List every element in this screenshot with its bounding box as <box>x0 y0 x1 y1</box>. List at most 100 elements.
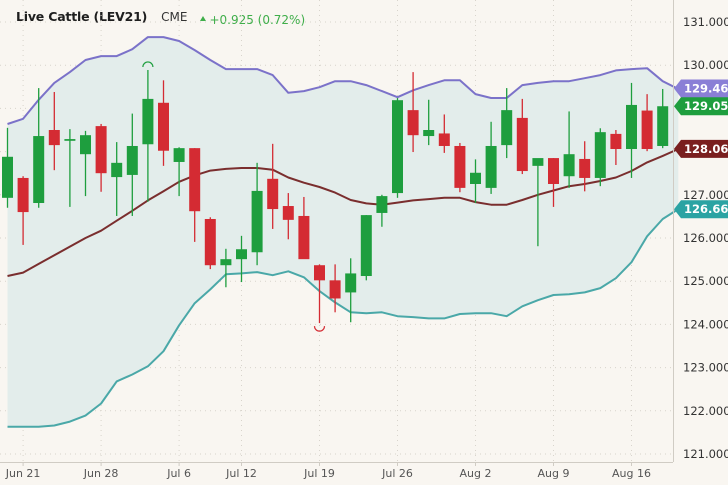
candle-body <box>111 162 123 178</box>
price-change: +0.925 (0.72%) <box>200 13 305 27</box>
x-tick-label: Aug 16 <box>612 467 651 480</box>
price-tag-bg <box>674 97 728 116</box>
candle-body <box>251 190 263 253</box>
candle <box>423 99 435 146</box>
candle-body <box>189 148 201 212</box>
candle <box>610 130 622 165</box>
y-tick-label: 125.000 <box>683 274 728 288</box>
candle <box>189 148 201 242</box>
candle <box>220 248 232 288</box>
candle <box>314 264 325 324</box>
x-tick-label: Jul 26 <box>381 467 413 480</box>
candle-body <box>220 259 232 266</box>
x-axis: Jun 21 Jun 28 Jul 6 Jul 12 Jul 19 Jul 26 Aug 2… <box>0 462 673 480</box>
candle <box>579 141 591 192</box>
candle <box>376 194 388 227</box>
candle-body <box>314 265 325 281</box>
y-tick-label: 131.000 <box>683 15 728 29</box>
y-tick-label: 127.000 <box>683 188 728 202</box>
candle <box>501 88 513 159</box>
candle <box>298 196 310 260</box>
candle <box>17 176 29 245</box>
candle <box>516 98 528 175</box>
candle-body <box>126 145 138 175</box>
high-marker-icon <box>142 61 154 68</box>
candle-body <box>64 139 76 141</box>
y-tick-label: 126.000 <box>683 231 728 245</box>
candle <box>267 143 279 229</box>
price-tag: 129.462 <box>674 79 728 98</box>
band-area <box>7 37 679 427</box>
price-tag-bg <box>674 139 728 158</box>
candle-body <box>610 133 622 150</box>
candle-body <box>485 145 497 188</box>
candle <box>485 121 497 194</box>
candle-body <box>158 102 169 151</box>
price-tag: 126.666 <box>674 200 728 219</box>
candle <box>142 69 154 202</box>
candle-body <box>579 158 591 178</box>
candle <box>80 130 91 197</box>
price-tag: 128.064 <box>674 139 728 158</box>
price-tags: 129.462 129.050 128.064 126.666 <box>674 79 728 219</box>
x-tick-label: Aug 2 <box>460 467 492 480</box>
candle <box>2 127 13 208</box>
y-tick-label: 130.000 <box>683 58 728 72</box>
price-tag-label: 128.064 <box>684 142 728 156</box>
price-tag-bg <box>674 200 728 219</box>
candle <box>95 123 107 192</box>
candle-body <box>95 126 107 174</box>
x-tick-label: Jul 19 <box>303 467 335 480</box>
candle <box>329 264 341 313</box>
candle <box>282 193 294 240</box>
candle <box>173 147 185 197</box>
candle-body <box>329 280 341 299</box>
lower-band-line <box>7 208 679 428</box>
x-tick-label: Jul 12 <box>225 467 257 480</box>
price-tag-bg <box>674 79 728 98</box>
candle-body <box>80 135 91 155</box>
candle <box>470 159 481 204</box>
candles <box>2 69 669 324</box>
candle <box>641 94 653 152</box>
upper-band-line <box>7 36 679 125</box>
price-tag-label: 129.462 <box>684 81 728 95</box>
candle <box>158 80 169 166</box>
candle-body <box>345 273 357 293</box>
candle-body <box>267 178 279 210</box>
candle-body <box>407 110 419 136</box>
candle <box>204 217 216 270</box>
y-axis: 131.000130.000129.000128.000127.000126.0… <box>673 0 728 462</box>
candle <box>48 91 60 171</box>
instrument-title: Live Cattle (LEV21) <box>16 9 148 24</box>
candle-body <box>48 130 60 146</box>
x-tick-label: Jun 21 <box>5 467 41 480</box>
candle-body <box>438 133 450 146</box>
y-tick-label: 122.000 <box>683 404 728 418</box>
candle <box>126 113 138 216</box>
candle <box>64 129 76 207</box>
candle-body <box>376 196 388 213</box>
candle-body <box>532 158 544 166</box>
x-tick-label: Jul 6 <box>166 467 191 480</box>
candle <box>563 111 575 188</box>
high-low-markers <box>142 61 326 332</box>
candle-body <box>516 117 528 172</box>
candle-body <box>33 136 45 204</box>
candle-body <box>423 130 435 137</box>
y-tick-label: 123.000 <box>683 361 728 375</box>
candle-body <box>2 156 13 198</box>
candle-body <box>17 177 29 213</box>
exchange-label: CME <box>161 10 188 24</box>
low-marker-icon <box>313 326 326 332</box>
candle-body <box>657 106 669 146</box>
candle-body <box>454 145 466 188</box>
candle <box>532 158 544 247</box>
candle <box>626 82 637 178</box>
candle <box>438 114 450 153</box>
candle <box>236 235 247 283</box>
candle-body <box>594 132 606 178</box>
candle-body <box>298 215 310 260</box>
price-change-value: +0.925 (0.72%) <box>209 12 306 27</box>
